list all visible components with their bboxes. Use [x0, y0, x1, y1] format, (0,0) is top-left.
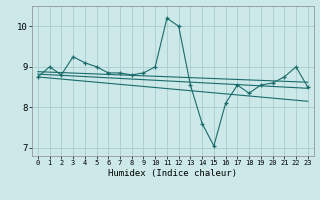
X-axis label: Humidex (Indice chaleur): Humidex (Indice chaleur)	[108, 169, 237, 178]
